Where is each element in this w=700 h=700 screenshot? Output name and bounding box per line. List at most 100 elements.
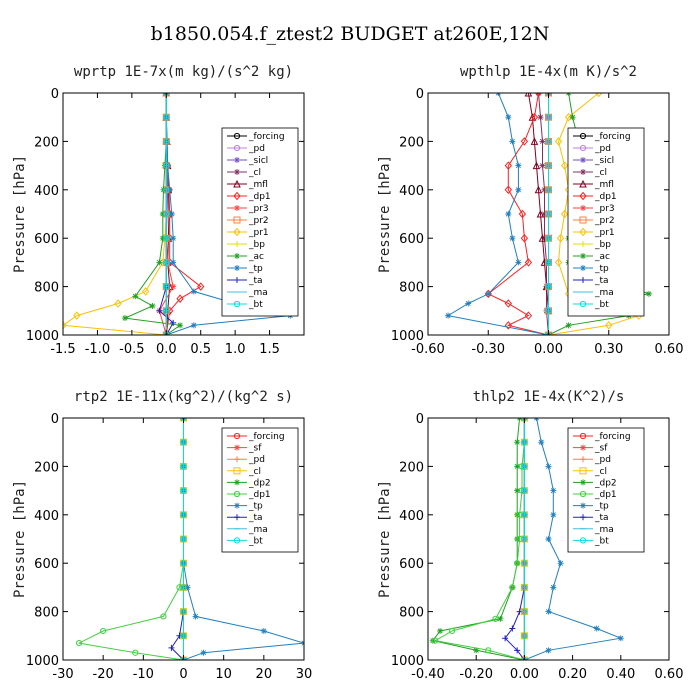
data-point bbox=[484, 289, 492, 299]
data-point bbox=[545, 138, 552, 145]
legend-label: _pd bbox=[248, 455, 265, 465]
y-tick-label: 400 bbox=[34, 184, 59, 199]
x-tick-label: -0.30 bbox=[471, 342, 505, 357]
legend-marker bbox=[579, 227, 587, 237]
data-point bbox=[569, 114, 576, 121]
y-axis-label: Pressure [hPa] bbox=[12, 480, 28, 598]
legend-box bbox=[567, 127, 645, 317]
legend-label: _cl bbox=[248, 467, 261, 477]
data-point bbox=[163, 307, 170, 314]
legend-label: _bp bbox=[248, 240, 265, 250]
legend-marker bbox=[580, 456, 586, 463]
data-point bbox=[538, 439, 545, 446]
chart-panel-2: wpthlp 1E-4x(m K)/s^2 Pressure [hPa] -0.60… bbox=[377, 64, 683, 357]
legend-marker bbox=[233, 227, 241, 237]
legend-marker bbox=[580, 205, 586, 211]
chart-panel-1: wprtp 1E-7x(m kg)/(s^2 kg) Pressure [hPa]… bbox=[12, 64, 305, 357]
data-point bbox=[520, 137, 529, 146]
legend-marker bbox=[579, 216, 587, 224]
data-point bbox=[539, 138, 546, 145]
series-line bbox=[446, 93, 549, 335]
legend-label: _pd bbox=[248, 144, 265, 154]
data-point bbox=[192, 613, 199, 620]
data-point bbox=[545, 162, 552, 169]
data-point bbox=[509, 584, 516, 591]
data-point bbox=[260, 627, 267, 634]
data-point bbox=[545, 463, 552, 470]
data-point bbox=[149, 302, 156, 309]
data-point bbox=[132, 293, 139, 300]
data-point bbox=[550, 511, 557, 518]
legend-label: _ta bbox=[594, 276, 609, 286]
data-point bbox=[73, 311, 81, 320]
data-point bbox=[545, 114, 552, 121]
data-point bbox=[545, 536, 552, 542]
legend-label: _dp1 bbox=[248, 490, 271, 500]
data-point bbox=[565, 322, 572, 329]
legend: _forcing _pd _sicl _cl _mfl _dp1 _pr3 _pr2 _pr1 _… bbox=[221, 127, 299, 317]
data-point bbox=[521, 584, 528, 591]
data-point bbox=[564, 112, 573, 122]
data-point bbox=[524, 93, 533, 97]
legend-marker bbox=[580, 253, 586, 259]
data-point bbox=[514, 487, 521, 494]
series-line bbox=[527, 93, 549, 335]
data-point bbox=[170, 319, 177, 326]
y-tick-label: 600 bbox=[399, 232, 424, 247]
x-tick-label: -10 bbox=[133, 667, 154, 682]
legend-marker bbox=[580, 157, 586, 163]
data-point bbox=[545, 647, 552, 654]
data-point bbox=[515, 259, 522, 266]
legend-label: _dp2 bbox=[248, 478, 271, 488]
data-point bbox=[550, 487, 557, 494]
x-tick-label: 10 bbox=[215, 667, 232, 682]
legend-marker bbox=[579, 132, 587, 140]
data-point bbox=[492, 615, 499, 622]
data-point bbox=[593, 625, 600, 632]
y-tick-label: 0 bbox=[416, 412, 424, 427]
data-point bbox=[504, 161, 512, 170]
legend-marker bbox=[580, 514, 586, 521]
data-point bbox=[180, 487, 187, 494]
data-point bbox=[163, 283, 170, 290]
legend-marker bbox=[234, 205, 240, 211]
legend-marker bbox=[579, 191, 587, 201]
legend-label: _tp bbox=[594, 502, 609, 512]
chart-panel-4: thlp2 1E-4x(K^2)/s Pressure [hPa] -0.40 -0.… bbox=[377, 389, 683, 682]
figure-title: b1850.054.f_ztest2 BUDGET at260E,12N bbox=[151, 23, 550, 45]
legend-marker bbox=[234, 157, 240, 163]
legend-marker bbox=[233, 467, 241, 475]
data-point bbox=[180, 584, 187, 591]
data-point bbox=[515, 162, 522, 169]
y-tick-label: 800 bbox=[399, 281, 424, 296]
data-point bbox=[180, 535, 187, 543]
legend-marker bbox=[233, 432, 241, 440]
data-point bbox=[180, 608, 187, 615]
legend-marker bbox=[579, 467, 587, 475]
legend-marker bbox=[234, 514, 240, 521]
data-point bbox=[114, 299, 122, 308]
legend-marker bbox=[233, 537, 241, 544]
data-point bbox=[545, 307, 552, 314]
data-point bbox=[163, 259, 170, 266]
x-tick-label: 1.0 bbox=[225, 342, 246, 357]
legend-marker bbox=[233, 179, 241, 188]
legend-box bbox=[221, 427, 299, 553]
legend-marker bbox=[233, 300, 241, 308]
y-tick-label: 1000 bbox=[391, 654, 424, 669]
panel-title: thlp2 1E-4x(K^2)/s bbox=[473, 389, 625, 405]
y-tick-label: 400 bbox=[399, 184, 424, 199]
legend-marker bbox=[579, 300, 587, 308]
legend-label: _cl bbox=[594, 467, 607, 477]
data-point bbox=[514, 647, 521, 654]
data-point bbox=[502, 635, 509, 642]
legend-label: _forcing bbox=[248, 432, 285, 442]
y-axis-label: Pressure [hPa] bbox=[377, 155, 393, 273]
legend-label: _dp1 bbox=[594, 490, 617, 500]
legend: _forcing _pd _sicl _cl _mfl _dp1 _pr3 _pr2 _pr1 _… bbox=[567, 127, 645, 317]
data-point bbox=[163, 210, 170, 218]
legend-marker bbox=[233, 191, 241, 201]
data-point bbox=[521, 560, 528, 567]
data-point bbox=[504, 299, 512, 308]
